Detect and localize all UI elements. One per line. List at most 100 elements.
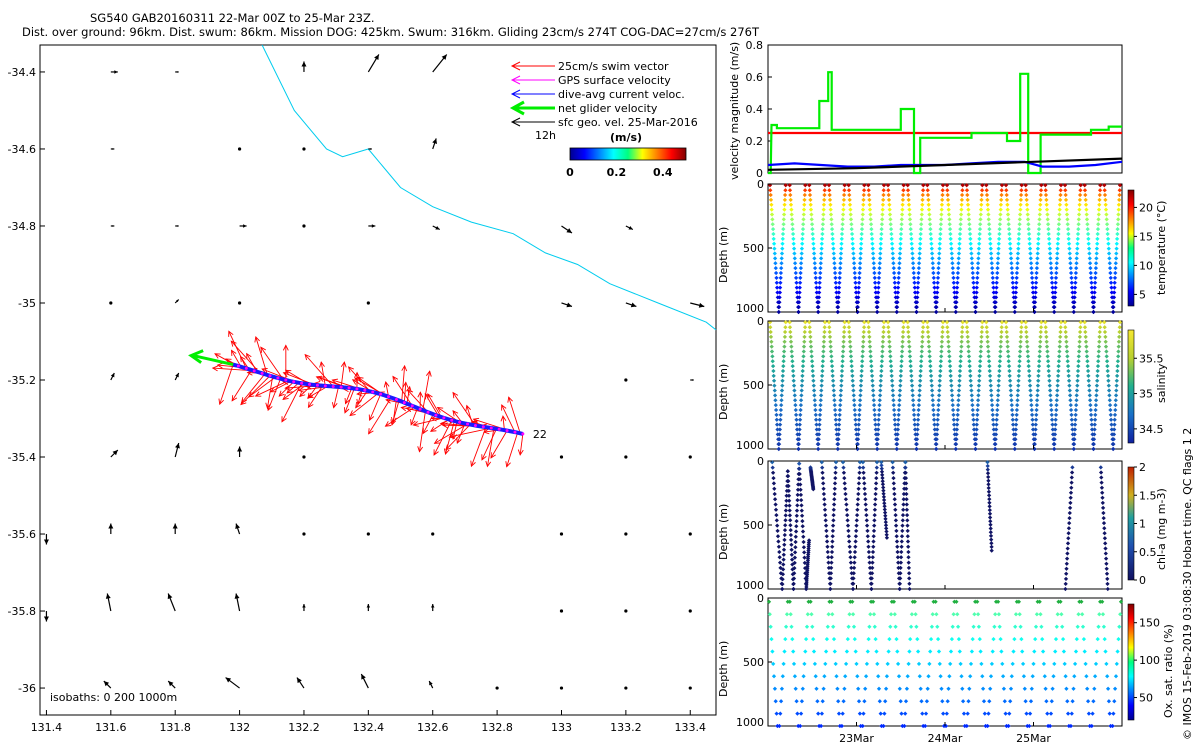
depth-tick-label: 0: [757, 178, 764, 191]
map-ytick-label: -36: [18, 682, 36, 695]
velocity-ytick-label: 0.6: [746, 71, 764, 84]
time-tick-label: 23Mar: [839, 732, 874, 745]
geo-vector-dot: [496, 686, 499, 689]
salinity-ylabel: Depth (m): [717, 364, 730, 420]
map-xtick-label: 132.8: [481, 721, 513, 734]
gps-fix: [466, 423, 469, 426]
depth-tick-label: 0: [757, 455, 764, 468]
salinity-colorbar: [1128, 330, 1134, 443]
depth-tick-label: 1000: [736, 302, 764, 315]
geo-vector-dot: [238, 301, 241, 304]
geo-vector-dot: [624, 378, 627, 381]
title-line2: Dist. over ground: 96km. Dist. swum: 86k…: [22, 25, 760, 39]
legend-geo-label: sfc geo. vel. 25-Mar-2016: [558, 116, 698, 129]
isobaths-label: isobaths: 0 200 1000m: [50, 691, 177, 704]
chla-colorbar: [1128, 467, 1134, 580]
map-ytick-label: -35.6: [8, 528, 36, 541]
gps-fix: [387, 395, 390, 398]
gps-fix: [379, 393, 382, 396]
map-xtick-label: 132.4: [353, 721, 385, 734]
oxygen-colorbar: [1128, 604, 1134, 720]
gps-fix: [332, 385, 335, 388]
gps-fix: [521, 432, 524, 435]
map-colorbar-tick-label: 0.4: [653, 166, 673, 179]
colorbar-tick-label: 0.5: [1139, 546, 1157, 559]
gps-fix: [458, 421, 461, 424]
geo-vector-dot: [624, 609, 627, 612]
gps-fix: [419, 408, 422, 411]
colorbar-tick-label: 1.5: [1139, 489, 1157, 502]
map-xtick-label: 132: [229, 721, 250, 734]
colorbar-tick-label: 35: [1139, 388, 1153, 401]
geo-vector-dot: [302, 455, 305, 458]
depth-tick-label: 500: [743, 379, 764, 392]
gps-fix: [490, 427, 493, 430]
velocity-panel: 00.20.40.60.8 velocity magnitude (m/s): [728, 39, 1122, 180]
legend-swim-label: 25cm/s swim vector: [558, 60, 669, 73]
map-xtick-label: 131.8: [159, 721, 191, 734]
geo-vector-dot: [689, 686, 692, 689]
map-xtick-label: 133.2: [610, 721, 642, 734]
map-ytick-label: -35: [18, 297, 36, 310]
gps-fix: [371, 391, 374, 394]
salinity-colorbar-label: salinity: [1155, 363, 1168, 403]
gps-fix: [348, 386, 351, 389]
geo-vector-dot: [367, 532, 370, 535]
depth-tick-label: 500: [743, 519, 764, 532]
temperature-ylabel: Depth (m): [717, 227, 730, 283]
gps-fix: [284, 379, 287, 382]
geo-vector-dot: [367, 301, 370, 304]
map-xtick-label: 131.6: [95, 721, 127, 734]
chla-colorbar-label: chl-a (mg m-3): [1155, 488, 1168, 570]
map-colorbar-label: (m/s): [610, 131, 642, 144]
gps-fix: [276, 377, 279, 380]
map-ytick-label: -35.4: [8, 451, 36, 464]
gps-fix: [474, 424, 477, 427]
gps-fix: [253, 369, 256, 372]
geo-vector-dot: [624, 686, 627, 689]
gps-fix: [498, 428, 501, 431]
gps-fix: [411, 404, 414, 407]
temperature-colorbar: [1128, 190, 1134, 306]
depth-tick-label: 0: [757, 592, 764, 605]
map-ytick-label: -34.8: [8, 220, 36, 233]
gps-fix: [355, 387, 358, 390]
colorbar-tick-label: 150: [1139, 617, 1160, 630]
geo-vector-dot: [689, 455, 692, 458]
gps-fix: [450, 419, 453, 422]
gps-fix: [427, 411, 430, 414]
depth-tick-label: 1000: [736, 579, 764, 592]
map-ytick-label: -35.2: [8, 374, 36, 387]
map-ytick-label: -35.8: [8, 605, 36, 618]
colorbar-tick-label: 50: [1139, 692, 1153, 705]
map-xtick-label: 133: [551, 721, 572, 734]
geo-vector-dot: [624, 455, 627, 458]
geo-vector-dot: [689, 532, 692, 535]
geo-vector-dot: [302, 224, 305, 227]
oxygen-axes-frame: [768, 598, 1122, 726]
map-xtick-label: 132.6: [417, 721, 449, 734]
depth-tick-label: 500: [743, 242, 764, 255]
gps-fix: [434, 414, 437, 417]
chla-colorbar-ticks: 00.511.52: [1134, 461, 1157, 587]
legend-time-label: 12h: [535, 129, 556, 142]
legend-net-label: net glider velocity: [558, 102, 658, 115]
colorbar-tick-label: 15: [1139, 230, 1153, 243]
colorbar-tick-label: 100: [1139, 654, 1160, 667]
gps-fix: [442, 416, 445, 419]
oxygen-ylabel: Depth (m): [717, 641, 730, 697]
depth-tick-label: 1000: [736, 716, 764, 729]
colorbar-tick-label: 1: [1139, 518, 1146, 531]
oxygen-colorbar-ticks: 50 100 150: [1134, 617, 1160, 705]
geo-vector-dot: [560, 686, 563, 689]
depth-tick-label: 500: [743, 656, 764, 669]
geo-vector-dot: [624, 532, 627, 535]
gps-fix: [403, 401, 406, 404]
geo-vector-dot: [560, 609, 563, 612]
oxygen-colorbar-label: Ox. sat. ratio (%): [1162, 624, 1175, 718]
